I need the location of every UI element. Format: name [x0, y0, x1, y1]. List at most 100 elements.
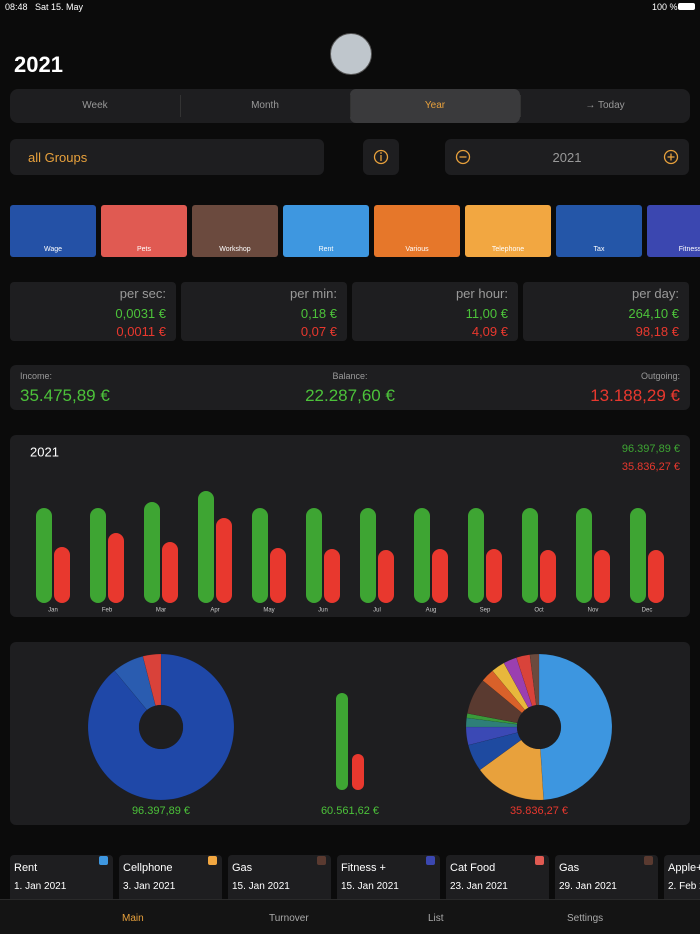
- recent-card[interactable]: Cat Food 23. Jan 2021: [446, 855, 549, 905]
- category-tile[interactable]: Workshop: [192, 205, 278, 257]
- recent-card[interactable]: Fitness + 15. Jan 2021: [337, 855, 440, 905]
- recent-card[interactable]: Rent 1. Jan 2021: [10, 855, 113, 905]
- segment-divider: [520, 95, 521, 117]
- split-charts: 96.397,89 € 60.561,62 € 35.836,27 €: [87, 653, 613, 817]
- chart-title: 2021: [30, 444, 59, 459]
- bar: [216, 518, 232, 603]
- group-label: all Groups: [28, 150, 88, 165]
- recent-card[interactable]: Gas 29. Jan 2021: [555, 855, 658, 905]
- bar: [540, 550, 556, 603]
- x-tick-label: Apr: [210, 608, 219, 614]
- rate-income: 0,18 €: [300, 306, 337, 321]
- total-label: Balance:: [332, 371, 368, 381]
- tab-label[interactable]: List: [428, 913, 444, 924]
- info-icon: [373, 149, 389, 165]
- group-selector[interactable]: all Groups: [10, 139, 324, 175]
- bar: [324, 549, 340, 603]
- pie-slice: [87, 653, 235, 801]
- category-label: Fitness: [678, 246, 700, 253]
- rate-card: per day: 264,10 € 98,18 €: [523, 282, 689, 341]
- recent-title: Cellphone: [123, 862, 173, 874]
- category-row: Wage Pets Workshop Rent Various Telephone Tax F…: [10, 205, 700, 257]
- recent-color: [426, 856, 435, 865]
- bar: [360, 508, 376, 603]
- recent-card[interactable]: Gas 15. Jan 2021: [228, 855, 331, 905]
- x-tick-label: May: [263, 608, 274, 614]
- tab-label[interactable]: Main: [122, 913, 144, 924]
- recent-title: Rent: [14, 862, 38, 874]
- bar: [270, 548, 286, 603]
- rate-outgoing: 4,09 €: [471, 324, 508, 339]
- recent-card[interactable]: Apple+ 2. Feb 2021: [664, 855, 700, 905]
- rate-outgoing: 0,07 €: [300, 324, 337, 339]
- category-tile[interactable]: Various: [374, 205, 460, 257]
- totals-card: Income: 35.475,89 € Balance: 22.287,60 € Out…: [10, 365, 690, 410]
- bar: [594, 550, 610, 603]
- category-tile[interactable]: Pets: [101, 205, 187, 257]
- year-minus[interactable]: [455, 149, 471, 165]
- category-label: Pets: [136, 246, 151, 253]
- rate-row: per sec: 0,0031 € 0,0011 € per min: 0,18 € 0,…: [10, 282, 700, 341]
- recent-color: [644, 856, 653, 865]
- category-label: Telephone: [491, 246, 525, 253]
- monthly-chart-card: 2021 96.397,89 € 35.836,27 € Jan Feb Mar Apr Ma…: [10, 435, 690, 617]
- monthly-chart: 2021 96.397,89 € 35.836,27 € Jan Feb Mar Apr Ma…: [30, 443, 680, 614]
- segment[interactable]: Week: [82, 100, 108, 111]
- bar: [378, 550, 394, 603]
- recent-color: [99, 856, 108, 865]
- x-tick-label: Jan: [48, 608, 58, 614]
- x-tick-label: Mar: [156, 608, 166, 614]
- recent-card[interactable]: Cellphone 3. Jan 2021: [119, 855, 222, 905]
- rate-card: per sec: 0,0031 € 0,0011 €: [10, 282, 176, 341]
- info-button[interactable]: [363, 139, 399, 175]
- tab-bar: Main Turnover List Settings: [0, 899, 700, 934]
- rate-income: 0,0031 €: [115, 306, 166, 321]
- bar: [414, 508, 430, 603]
- recent-row: Rent 1. Jan 2021 Cellphone 3. Jan 2021 Gas 15…: [10, 855, 700, 905]
- recent-date: 23. Jan 2021: [450, 881, 508, 892]
- category-label: Rent: [318, 246, 334, 253]
- rate-label: per day:: [632, 286, 679, 301]
- segment-divider: [180, 95, 181, 117]
- battery-icon: [678, 3, 695, 10]
- bar: [576, 508, 592, 603]
- category-tile[interactable]: Rent: [283, 205, 369, 257]
- category-tile[interactable]: Telephone: [465, 205, 551, 257]
- category-label: Workshop: [219, 246, 251, 253]
- segment-divider: [350, 95, 351, 117]
- bar: [306, 508, 322, 603]
- x-tick-label: Jun: [318, 608, 328, 614]
- segment[interactable]: Month: [251, 100, 279, 111]
- category-tile[interactable]: Fitness: [647, 205, 700, 257]
- bar: [36, 508, 52, 603]
- split-chart-card: 96.397,89 € 60.561,62 € 35.836,27 €: [10, 642, 690, 825]
- recent-date: 15. Jan 2021: [341, 881, 399, 892]
- bar: [522, 508, 538, 603]
- segment[interactable]: Year: [350, 89, 520, 123]
- rate-income: 264,10 €: [628, 306, 679, 321]
- tab-label[interactable]: Settings: [567, 913, 604, 924]
- recent-title: Apple+: [668, 862, 700, 874]
- rate-label: per min:: [290, 286, 337, 301]
- recent-date: 2. Feb 2021: [668, 881, 700, 892]
- category-tile[interactable]: Tax: [556, 205, 642, 257]
- year-plus[interactable]: [663, 149, 679, 165]
- recent-date: 1. Jan 2021: [14, 881, 67, 892]
- recent-title: Cat Food: [450, 862, 496, 874]
- rate-label: per hour:: [455, 286, 508, 301]
- x-tick-label: Jul: [373, 608, 381, 614]
- tab-label[interactable]: Turnover: [269, 913, 309, 924]
- bar: [162, 542, 178, 603]
- category-tile[interactable]: Wage: [10, 205, 96, 257]
- donut-hole: [517, 705, 561, 749]
- bar: [252, 508, 268, 603]
- avatar[interactable]: [330, 33, 372, 75]
- status-date: Sat 15. May: [35, 2, 84, 12]
- category-label: Tax: [593, 246, 605, 253]
- total-label: Outgoing:: [640, 371, 680, 381]
- total-label: Income:: [20, 371, 53, 381]
- segment[interactable]: → Today: [585, 100, 625, 111]
- bar: [108, 533, 124, 603]
